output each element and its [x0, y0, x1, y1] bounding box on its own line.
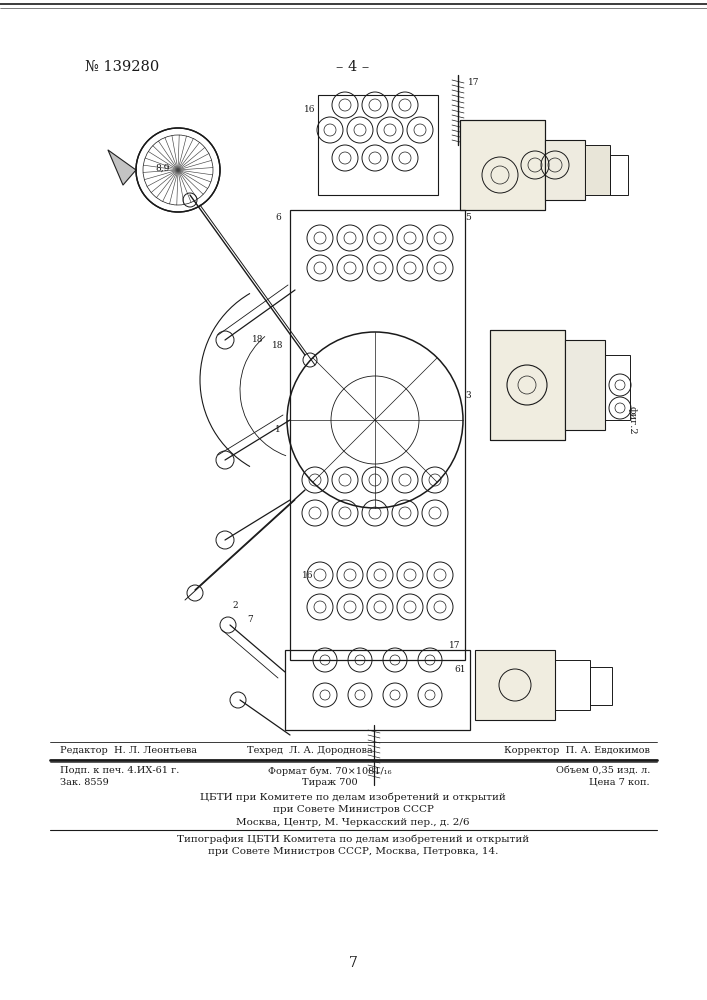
Text: при Совете Министров СССР: при Совете Министров СССР: [273, 805, 433, 814]
Bar: [490, 330, 565, 440]
Text: 2: 2: [232, 600, 238, 609]
Bar: [460, 120, 545, 210]
Bar: [285, 650, 470, 730]
Bar: [475, 650, 555, 720]
Text: 5: 5: [465, 214, 471, 223]
Text: 17: 17: [468, 78, 479, 87]
Text: 18: 18: [252, 336, 264, 344]
Text: Редактор  Н. Л. Леонтьева: Редактор Н. Л. Леонтьева: [60, 746, 197, 755]
Text: 3: 3: [465, 390, 471, 399]
Text: 61: 61: [455, 666, 466, 674]
Bar: [318, 95, 438, 195]
Bar: [610, 155, 628, 195]
Text: Зак. 8559: Зак. 8559: [60, 778, 109, 787]
Text: – 4 –: – 4 –: [337, 60, 370, 74]
Bar: [555, 660, 590, 710]
Text: ЦБТИ при Комитете по делам изобретений и открытий: ЦБТИ при Комитете по делам изобретений и…: [200, 792, 506, 802]
Bar: [490, 330, 565, 440]
Text: фиг.2: фиг.2: [628, 406, 637, 434]
Text: 16: 16: [304, 105, 316, 114]
Text: Типография ЦБТИ Комитета по делам изобретений и открытий: Типография ЦБТИ Комитета по делам изобре…: [177, 834, 529, 844]
Text: при Совете Министров СССР, Москва, Петровка, 14.: при Совете Министров СССР, Москва, Петро…: [208, 847, 498, 856]
Bar: [565, 340, 605, 430]
Text: Объем 0,35 изд. л.: Объем 0,35 изд. л.: [556, 766, 650, 775]
Bar: [290, 210, 465, 660]
Text: 7: 7: [247, 615, 253, 624]
Text: 17: 17: [449, 641, 461, 650]
Text: Цена 7 коп.: Цена 7 коп.: [590, 778, 650, 787]
Text: Подп. к печ. 4.ИХ-61 г.: Подп. к печ. 4.ИХ-61 г.: [60, 766, 180, 775]
Text: № 139280: № 139280: [85, 60, 159, 74]
Bar: [590, 667, 612, 705]
Text: 18: 18: [272, 340, 284, 350]
Bar: [605, 355, 630, 420]
Text: 7: 7: [349, 956, 358, 970]
Text: 8,9: 8,9: [156, 163, 170, 172]
Bar: [460, 120, 545, 210]
Text: Москва, Центр, М. Черкасский пер., д. 2/6: Москва, Центр, М. Черкасский пер., д. 2/…: [236, 818, 469, 827]
Text: 16: 16: [303, 570, 314, 580]
Bar: [545, 140, 585, 200]
Text: 6: 6: [275, 214, 281, 223]
Bar: [585, 145, 610, 195]
Text: Техред  Л. А. Дороднова: Техред Л. А. Дороднова: [247, 746, 373, 755]
Text: Тираж 700: Тираж 700: [302, 778, 358, 787]
Polygon shape: [108, 150, 136, 185]
Text: 1: 1: [275, 426, 281, 434]
Text: Корректор  П. А. Евдокимов: Корректор П. А. Евдокимов: [504, 746, 650, 755]
Text: Формат бум. 70×1081/₁₆: Формат бум. 70×1081/₁₆: [268, 766, 392, 776]
